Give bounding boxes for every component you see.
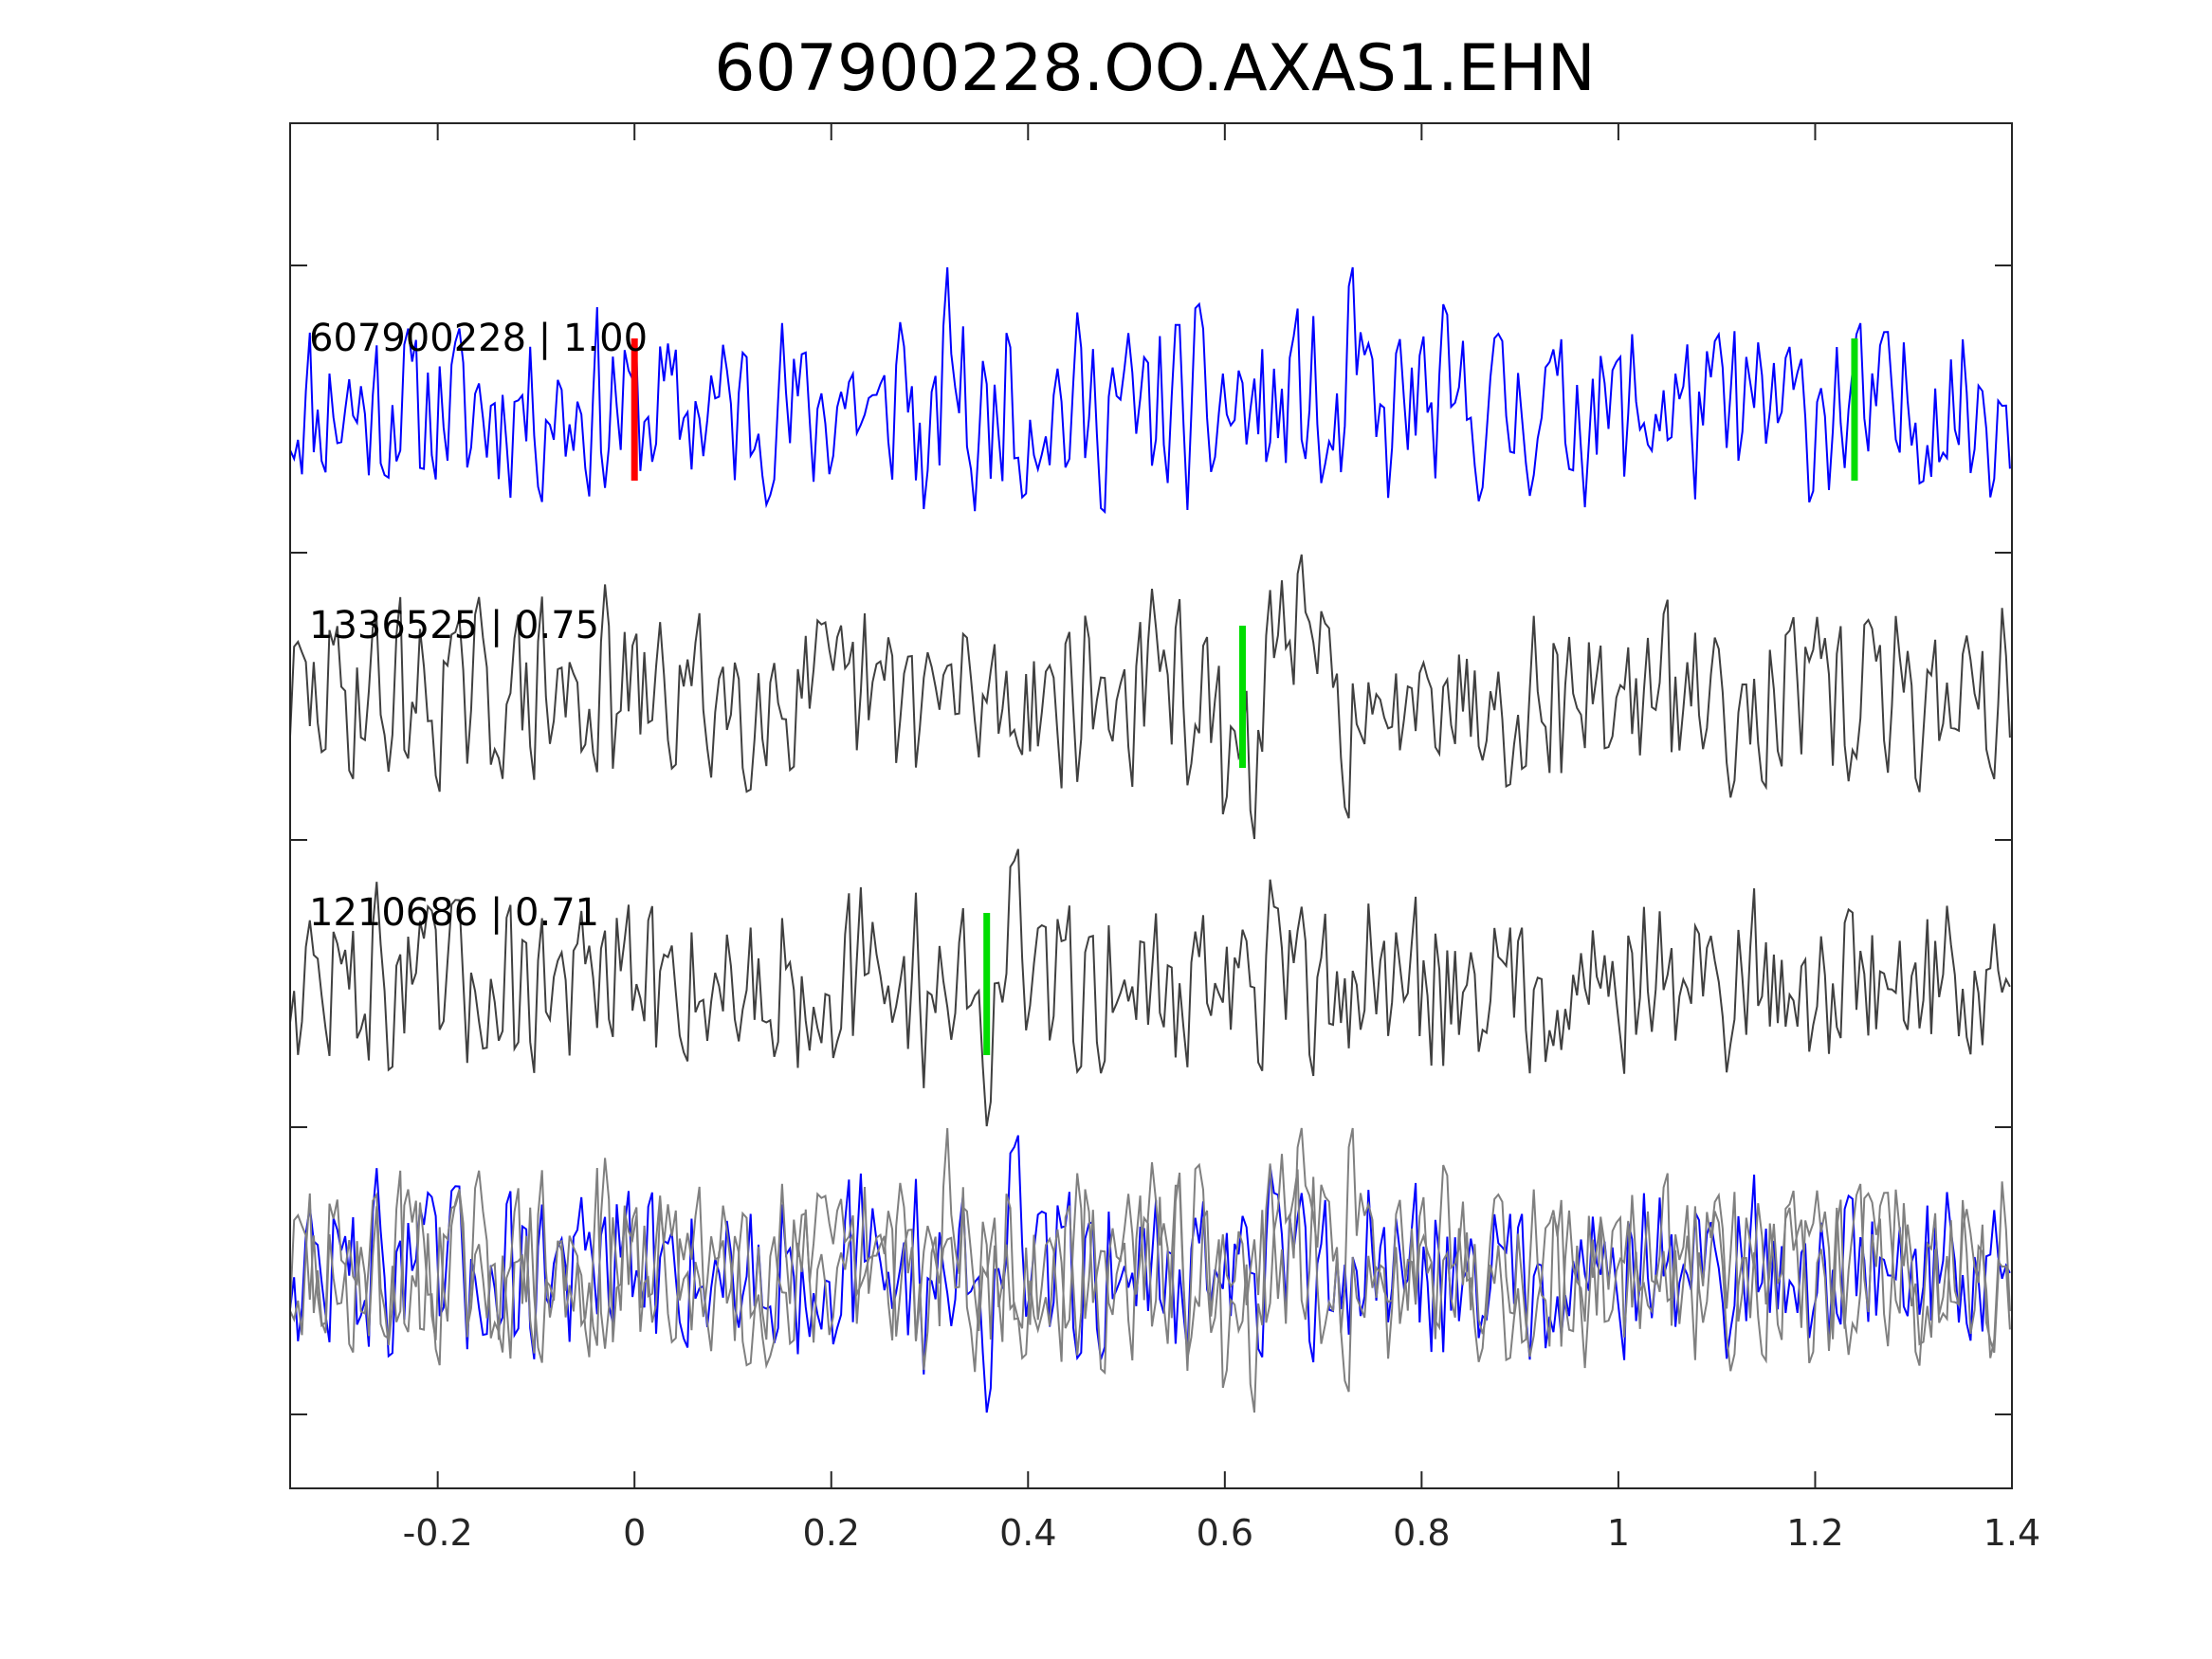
trace-line bbox=[289, 848, 2011, 1127]
trace-line bbox=[289, 554, 2011, 840]
x-tick-label: -0.2 bbox=[403, 1512, 473, 1554]
x-tick-label: 0.2 bbox=[803, 1512, 860, 1554]
overlay-trace-line bbox=[289, 1127, 2011, 1413]
trace-labels: 607900228 | 1.00 1336525 | 0.75 1210686 | … bbox=[309, 317, 648, 935]
axis-ticks: -0.2 0 0.2 0.4 0.6 0.8 1 1.2 1.4 bbox=[290, 123, 2040, 1554]
overlay-trace-line bbox=[289, 1127, 2011, 1376]
axes-box bbox=[289, 122, 2013, 1489]
picks-layer bbox=[631, 338, 1858, 1055]
trace-label: 607900228 | 1.00 bbox=[309, 317, 648, 360]
x-tick-label: 1.4 bbox=[1983, 1512, 2040, 1554]
trace-label: 1336525 | 0.75 bbox=[309, 604, 599, 647]
x-tick-label: 0.6 bbox=[1197, 1512, 1253, 1554]
trace-label: 1210686 | 0.71 bbox=[309, 891, 599, 935]
x-tick-label: 0.4 bbox=[999, 1512, 1056, 1554]
x-tick-label: 0.8 bbox=[1393, 1512, 1450, 1554]
trace-line bbox=[289, 266, 2011, 515]
x-tick-label: 1 bbox=[1607, 1512, 1630, 1554]
chart-title: 607900228.OO.AXAS1.EHN bbox=[714, 31, 1596, 106]
traces-layer bbox=[289, 266, 2011, 1413]
x-tick-label: 0 bbox=[623, 1512, 646, 1554]
x-tick-label: 1.2 bbox=[1786, 1512, 1843, 1554]
